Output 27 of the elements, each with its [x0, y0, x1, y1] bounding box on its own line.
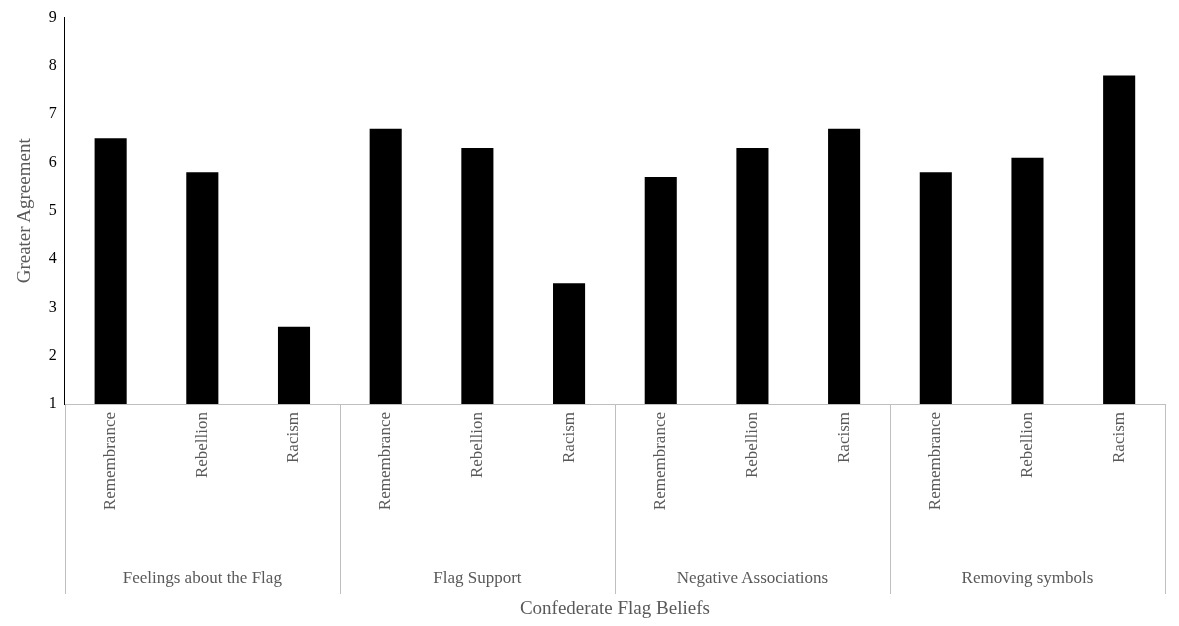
y-tick-label: 3: [48, 297, 57, 315]
x-tick-label: Rebellion: [741, 411, 761, 479]
y-tick-label: 2: [48, 345, 57, 363]
y-tick-label: 7: [48, 104, 57, 122]
y-tick-label: 5: [48, 201, 57, 218]
x-tick-label: Rebellion: [191, 411, 211, 479]
text: Flag Support: [433, 568, 522, 588]
x-tick-label: Racism: [833, 412, 853, 463]
x-tick-label: Remembrance: [650, 412, 670, 511]
y-tick-label: 6: [48, 152, 57, 170]
x-tick-label: Racism: [558, 412, 578, 463]
x-tick-label: Rebellion: [466, 411, 486, 479]
text: Negative Associations: [676, 568, 829, 588]
x-tick-label: Remembrance: [100, 412, 120, 511]
x-tick-label: Remembrance: [375, 412, 395, 511]
y-axis-title: Greater Agreement: [13, 137, 35, 284]
y-tick-label: 1: [48, 394, 57, 412]
x-tick-label: Racism: [1108, 412, 1128, 463]
x-tick-label: Rebellion: [1016, 411, 1036, 479]
y-tick-label: 9: [48, 7, 57, 25]
x-axis-title: Confederate Flag Beliefs: [519, 596, 710, 618]
y-tick-label: 8: [48, 56, 57, 74]
y-tick-label: 4: [48, 249, 57, 267]
x-tick-label: Racism: [283, 412, 303, 463]
text: Feelings about the Flag: [122, 568, 283, 588]
text: Removing symbols: [961, 568, 1094, 588]
x-tick-label: Remembrance: [925, 412, 945, 511]
